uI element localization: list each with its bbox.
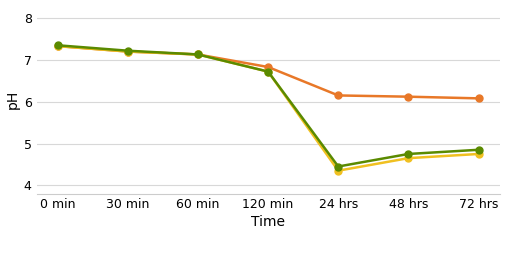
TH + Glucose [125, 50, 131, 53]
Y-axis label: pH: pH [6, 90, 20, 109]
TH + Glucose [406, 157, 412, 160]
TH + Glucose + Urea [476, 148, 482, 151]
TH + Glucose [265, 70, 271, 73]
X-axis label: Time: Time [251, 215, 285, 229]
TH + Glucose + Urea [265, 70, 271, 73]
TH [125, 50, 131, 53]
TH [406, 95, 412, 98]
Line: TH + Glucose: TH + Glucose [54, 43, 482, 174]
TH [335, 94, 341, 97]
Line: TH + Glucose + Urea: TH + Glucose + Urea [54, 42, 482, 170]
TH + Glucose [55, 44, 61, 48]
Line: TH: TH [54, 43, 482, 102]
TH + Glucose + Urea [195, 53, 201, 56]
TH [55, 44, 61, 48]
TH + Glucose + Urea [406, 152, 412, 155]
TH + Glucose + Urea [335, 165, 341, 168]
TH + Glucose [335, 169, 341, 172]
TH + Glucose + Urea [125, 49, 131, 52]
TH [265, 65, 271, 69]
TH [476, 97, 482, 100]
TH + Glucose [195, 53, 201, 56]
TH + Glucose + Urea [55, 44, 61, 47]
TH + Glucose [476, 152, 482, 155]
TH [195, 53, 201, 56]
